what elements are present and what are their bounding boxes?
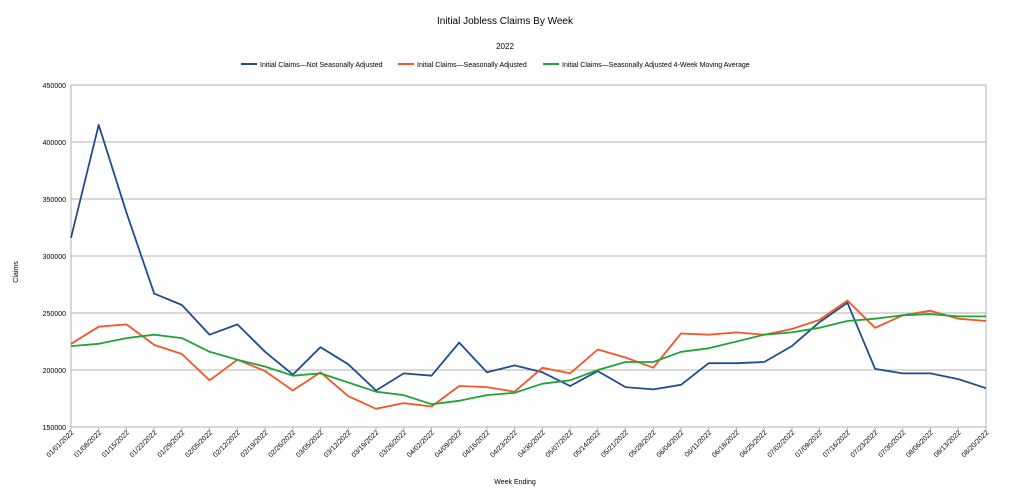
- x-tick-label: 01/01/2022: [46, 429, 76, 459]
- x-tick-label: 06/11/2022: [684, 429, 713, 458]
- x-tick-label: 08/13/2022: [933, 429, 963, 459]
- x-tick-label: 04/30/2022: [517, 429, 547, 459]
- x-tick-label: 07/02/2022: [767, 429, 797, 459]
- x-tick-label: 06/04/2022: [656, 429, 686, 459]
- x-axis-ticks: 01/01/202201/08/202201/15/202201/22/2022…: [46, 427, 991, 459]
- y-tick-label: 350000: [43, 197, 66, 204]
- legend: Initial Claims—Not Seasonally Adjusted In…: [241, 62, 750, 69]
- x-tick-label: 05/07/2022: [545, 429, 575, 459]
- plot-series: [70, 124, 987, 410]
- x-tick-label: 03/12/2022: [323, 429, 353, 459]
- x-tick-label: 01/08/2022: [73, 429, 103, 459]
- x-tick-label: 02/26/2022: [268, 429, 298, 459]
- x-tick-label: 03/05/2022: [295, 429, 325, 459]
- y-tick-label: 300000: [43, 254, 66, 261]
- series-line-1: [70, 124, 987, 392]
- x-tick-label: 01/29/2022: [157, 429, 187, 459]
- x-tick-label: 06/25/2022: [739, 429, 769, 459]
- y-tick-label: 450000: [43, 83, 66, 90]
- y-axis-ticks: 150000 200000 250000 300000 350000 400000 4500…: [43, 83, 66, 432]
- x-axis-label: Week Ending: [494, 479, 536, 486]
- x-tick-label: 06/18/2022: [711, 429, 741, 459]
- x-tick-label: 08/06/2022: [905, 429, 935, 459]
- x-tick-label: 08/20/2022: [961, 429, 991, 459]
- x-tick-label: 07/23/2022: [850, 429, 880, 459]
- legend-label-1: Initial Claims—Not Seasonally Adjusted: [260, 62, 383, 69]
- x-tick-label: 07/09/2022: [794, 429, 824, 459]
- x-tick-label: 03/26/2022: [378, 429, 408, 459]
- x-tick-label: 04/16/2022: [462, 429, 492, 459]
- chart-title: Initial Jobless Claims By Week: [437, 16, 574, 27]
- grid: [70, 84, 987, 428]
- x-tick-label: 02/12/2022: [212, 429, 242, 459]
- y-axis-label: Claims: [13, 261, 20, 283]
- x-tick-label: 04/23/2022: [489, 429, 519, 459]
- x-tick-label: 07/16/2022: [822, 429, 852, 459]
- x-tick-label: 05/21/2022: [600, 429, 630, 459]
- x-tick-label: 03/19/2022: [351, 429, 381, 459]
- legend-label-3: Initial Claims—Seasonally Adjusted 4-Wee…: [562, 62, 750, 69]
- y-tick-label: 150000: [43, 425, 66, 432]
- x-tick-label: 04/02/2022: [406, 429, 436, 459]
- x-tick-label: 01/22/2022: [129, 429, 159, 459]
- chart-subtitle: 2022: [496, 42, 514, 51]
- x-tick-label: 05/14/2022: [573, 429, 603, 459]
- y-tick-label: 200000: [43, 368, 66, 375]
- y-tick-label: 400000: [43, 140, 66, 147]
- x-tick-label: 07/30/2022: [878, 429, 908, 459]
- legend-label-2: Initial Claims—Seasonally Adjusted: [417, 62, 527, 69]
- y-tick-label: 250000: [43, 311, 66, 318]
- x-tick-label: 02/19/2022: [240, 429, 270, 459]
- series-line-2: [70, 299, 987, 410]
- x-tick-label: 01/15/2022: [101, 429, 131, 459]
- x-tick-label: 05/28/2022: [628, 429, 658, 459]
- x-tick-label: 02/05/2022: [184, 429, 214, 459]
- x-tick-label: 04/09/2022: [434, 429, 464, 459]
- series-line-3: [70, 313, 986, 406]
